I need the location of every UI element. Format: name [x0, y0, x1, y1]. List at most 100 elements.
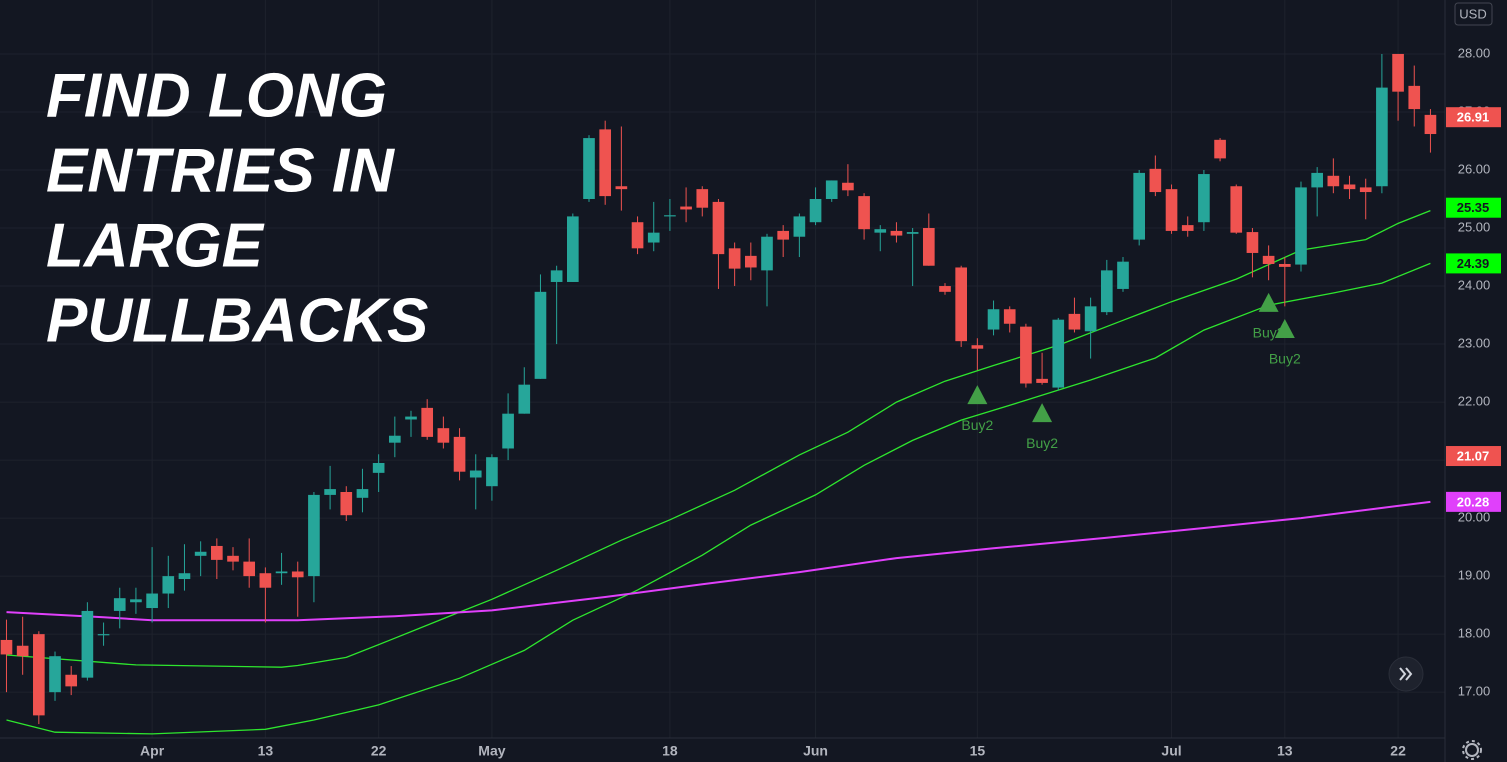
- price-label-box: [1446, 446, 1501, 467]
- candle-body: [647, 232, 660, 243]
- candle-body: [534, 291, 547, 379]
- title-line: LARGE: [46, 211, 265, 280]
- candle-body: [372, 462, 385, 473]
- candle-body: [275, 571, 288, 574]
- candle-body: [259, 573, 272, 588]
- signal-label: Buy2: [1269, 351, 1301, 367]
- candle-body: [469, 470, 482, 478]
- candle-body: [842, 182, 854, 191]
- x-tick-label: 22: [371, 743, 387, 759]
- candle-body: [291, 571, 304, 578]
- y-tick-label: 20.00: [1458, 510, 1491, 525]
- y-tick-label: 23.00: [1458, 335, 1491, 350]
- candle-body: [1327, 175, 1340, 187]
- candle-body: [615, 186, 628, 190]
- currency: USD: [1459, 6, 1486, 21]
- y-tick-label: 22.00: [1458, 394, 1491, 409]
- candle-body: [1262, 255, 1275, 264]
- signal-label: Buy2: [961, 417, 993, 433]
- candle-body: [825, 180, 838, 200]
- y-tick-label: 25.00: [1458, 219, 1491, 234]
- candle-body: [178, 573, 191, 580]
- candle-body: [939, 286, 951, 292]
- candle-body: [1149, 168, 1162, 193]
- price-label: 26.91: [1457, 110, 1490, 125]
- y-tick-label: 18.00: [1458, 626, 1491, 641]
- buy-signal: [967, 385, 988, 405]
- candle-body: [486, 457, 498, 487]
- candle-body: [1214, 139, 1226, 159]
- title-line: FIND LONG: [46, 61, 387, 130]
- x-tick-label: 22: [1390, 743, 1406, 759]
- candle-body: [1408, 85, 1421, 110]
- candle-body: [389, 435, 401, 443]
- candle-body: [33, 634, 45, 716]
- candle-body: [49, 656, 61, 693]
- price-label-box: [1446, 491, 1501, 512]
- moving-average: [6, 209, 1431, 668]
- candle-body: [680, 206, 692, 210]
- candle-body: [874, 229, 887, 233]
- candle-body: [1311, 172, 1323, 188]
- price-label: 24.39: [1457, 256, 1490, 271]
- candle-body: [356, 489, 369, 498]
- candle-body: [97, 634, 110, 636]
- candle-body: [308, 494, 320, 577]
- candle-body: [1068, 313, 1081, 330]
- candle-body: [1198, 174, 1210, 223]
- currency-box[interactable]: [1454, 2, 1493, 26]
- candle-body: [761, 236, 773, 271]
- candle-body: [1376, 87, 1388, 187]
- candle-body: [81, 610, 94, 678]
- candle-body: [777, 230, 790, 240]
- candle-body: [162, 576, 175, 594]
- candle-body: [324, 489, 336, 495]
- x-tick-label: May: [478, 743, 505, 759]
- candle-body: [227, 555, 239, 562]
- candle-body: [453, 436, 466, 472]
- x-tick-label: 13: [1277, 743, 1293, 759]
- candle-body: [421, 407, 434, 437]
- signal-label: Buy2: [1026, 435, 1058, 451]
- candle-body: [809, 199, 822, 223]
- buy-signal: [1032, 403, 1053, 423]
- candle-body: [1133, 172, 1145, 240]
- settings-icon[interactable]: [1465, 743, 1479, 757]
- candle-body: [1392, 53, 1404, 92]
- candle-body: [518, 384, 531, 414]
- y-tick-label: 26.00: [1458, 161, 1491, 176]
- candle-body: [599, 129, 612, 197]
- candle-body: [1100, 270, 1113, 313]
- candle-body: [744, 255, 757, 268]
- title-line: PULLBACKS: [46, 286, 428, 355]
- candle-body: [1036, 378, 1048, 383]
- candle-body: [550, 270, 563, 282]
- x-tick-label: Apr: [140, 743, 165, 759]
- candle-body: [712, 201, 725, 255]
- buy-signal: [1258, 292, 1279, 312]
- grid: [0, 0, 1445, 738]
- candle-body: [728, 248, 741, 269]
- candle-body: [1343, 184, 1356, 190]
- candle-body: [16, 645, 29, 657]
- x-tick-label: Jun: [803, 743, 828, 759]
- y-tick-label: 17.00: [1458, 684, 1491, 699]
- candle-body: [130, 599, 142, 603]
- candle-body: [1359, 187, 1372, 193]
- moving-average: [6, 262, 1431, 735]
- title-line: ENTRIES IN: [46, 136, 395, 205]
- candle-body: [502, 413, 514, 449]
- x-tick-label: 15: [970, 743, 986, 759]
- buy-signal: [1274, 318, 1295, 338]
- candle-body: [955, 267, 968, 342]
- candle-body: [1295, 187, 1307, 265]
- candle-body: [1084, 306, 1097, 332]
- candle-body: [1052, 319, 1065, 388]
- candle-body: [405, 416, 417, 420]
- y-tick-label: 24.00: [1458, 277, 1491, 292]
- candle-body: [987, 309, 1000, 330]
- candle-body: [0, 639, 13, 655]
